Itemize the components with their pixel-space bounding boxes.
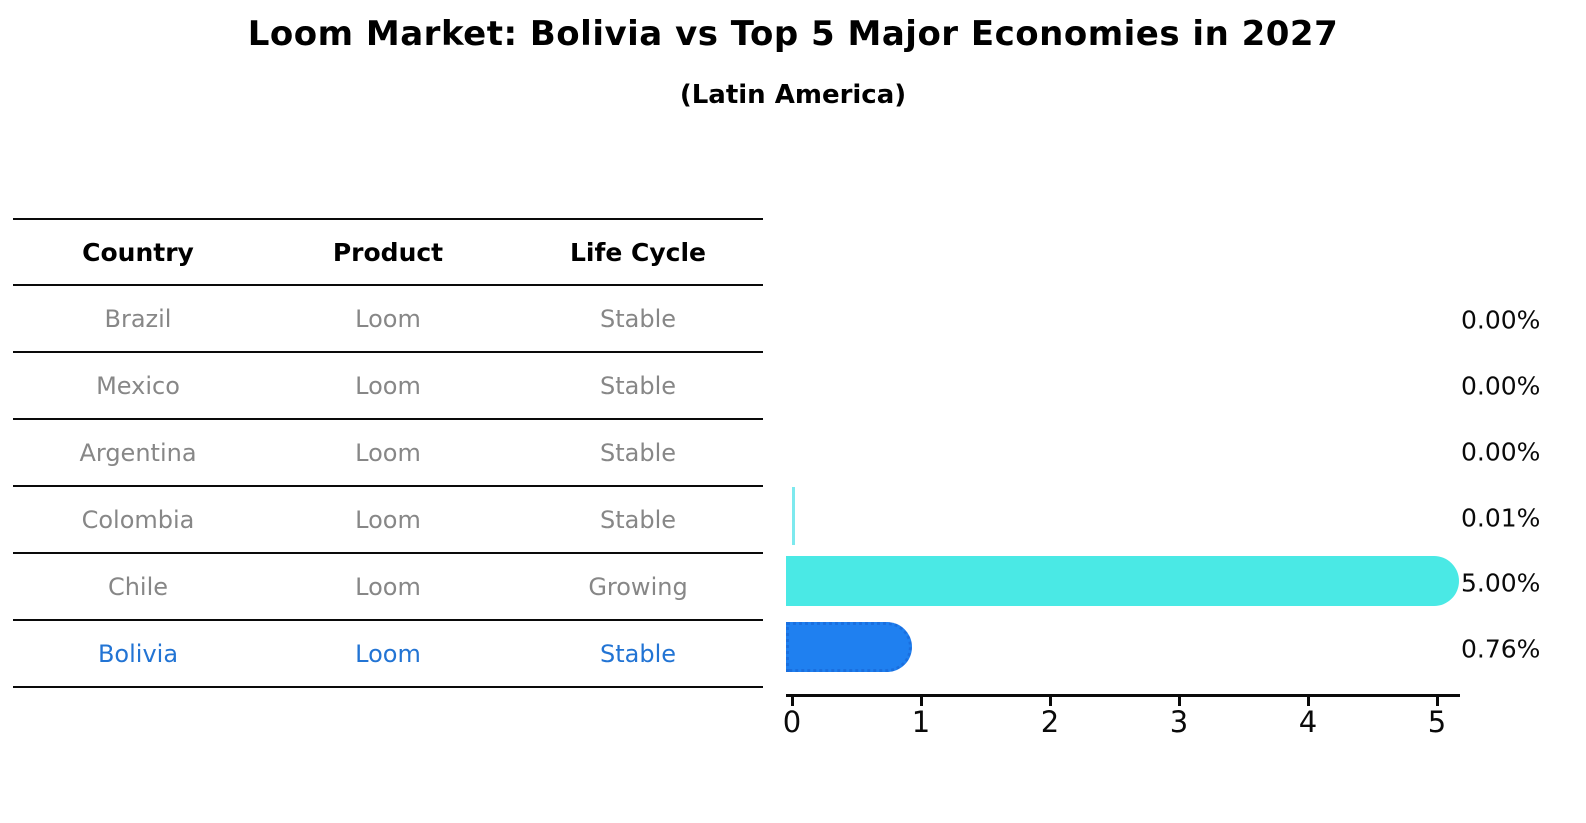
bar-value-label: 0.01% <box>1461 503 1541 533</box>
table-row-chile: Chile Loom Growing <box>13 553 763 621</box>
x-axis-tick-label: 5 <box>1427 705 1447 739</box>
cell-product: Loom <box>263 620 513 688</box>
table-row-colombia: Colombia Loom Stable <box>13 486 763 554</box>
country-table: Country Product Life Cycle Brazil Loom S… <box>13 218 763 688</box>
x-axis-tick <box>1307 697 1310 706</box>
x-axis-tick <box>1436 697 1439 706</box>
bar-value-label: 0.76% <box>1461 634 1541 664</box>
cell-life-cycle: Growing <box>513 553 763 621</box>
x-axis-tick-label: 4 <box>1298 705 1318 739</box>
cell-country: Brazil <box>13 285 263 353</box>
cell-life-cycle: Stable <box>513 419 763 487</box>
cell-product: Loom <box>263 352 513 420</box>
column-header-life-cycle: Life Cycle <box>513 218 763 286</box>
x-axis-tick <box>791 697 794 706</box>
table-row-argentina: Argentina Loom Stable <box>13 419 763 487</box>
bar-value-label: 0.00% <box>1461 305 1541 335</box>
cell-product: Loom <box>263 285 513 353</box>
chart-title: Loom Market: Bolivia vs Top 5 Major Econ… <box>247 14 1339 54</box>
bar-bolivia <box>786 622 913 672</box>
bar-chile <box>786 556 1459 606</box>
table-header-row: Country Product Life Cycle <box>13 218 763 286</box>
x-axis-tick-label: 2 <box>1040 705 1060 739</box>
table-row-bolivia: Bolivia Loom Stable <box>13 620 763 688</box>
bar-colombia <box>792 487 795 545</box>
table-body: Brazil Loom Stable Mexico Loom Stable Ar… <box>13 285 763 688</box>
cell-life-cycle: Stable <box>513 352 763 420</box>
x-axis-tick-label: 1 <box>911 705 931 739</box>
table-row-mexico: Mexico Loom Stable <box>13 352 763 420</box>
table-row-brazil: Brazil Loom Stable <box>13 285 763 353</box>
cell-life-cycle: Stable <box>513 285 763 353</box>
bar-value-label: 0.00% <box>1461 437 1541 467</box>
cell-country: Mexico <box>13 352 263 420</box>
bar-value-label: 0.00% <box>1461 371 1541 401</box>
cell-product: Loom <box>263 553 513 621</box>
x-axis-tick <box>920 697 923 706</box>
cell-country: Chile <box>13 553 263 621</box>
cell-country: Argentina <box>13 419 263 487</box>
cell-product: Loom <box>263 486 513 554</box>
x-axis-tick-label: 0 <box>782 705 802 739</box>
x-axis-tick <box>1049 697 1052 706</box>
x-axis-tick-label: 3 <box>1169 705 1189 739</box>
column-header-product: Product <box>263 218 513 286</box>
x-axis-tick <box>1178 697 1181 706</box>
chart-subtitle: (Latin America) <box>679 80 907 110</box>
cell-country: Bolivia <box>13 620 263 688</box>
column-header-country: Country <box>13 218 263 286</box>
x-axis-line <box>786 694 1460 697</box>
cell-life-cycle: Stable <box>513 620 763 688</box>
cell-life-cycle: Stable <box>513 486 763 554</box>
cell-country: Colombia <box>13 486 263 554</box>
bar-value-label: 5.00% <box>1461 568 1541 598</box>
cell-product: Loom <box>263 419 513 487</box>
